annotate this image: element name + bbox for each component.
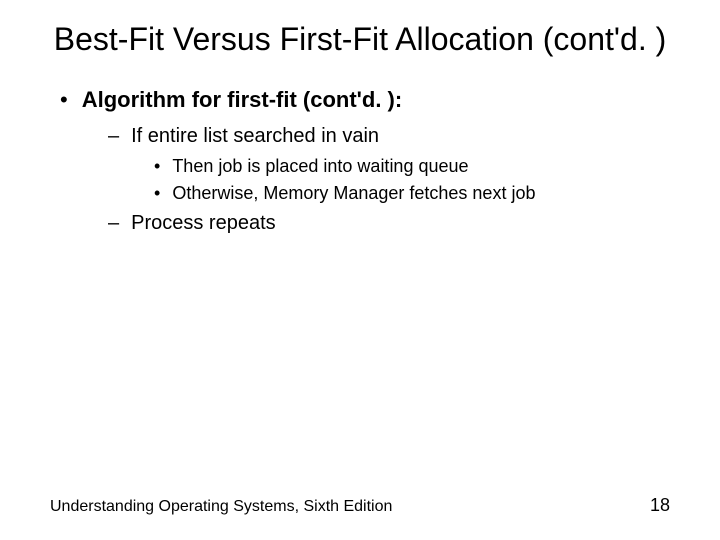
- bullet-marker: •: [154, 182, 160, 205]
- bullet-level3: • Then job is placed into waiting queue: [154, 155, 670, 178]
- bullet-level1: • Algorithm for first-fit (cont'd. ):: [60, 86, 670, 115]
- bullet-text: If entire list searched in vain: [131, 123, 379, 149]
- bullet-marker: –: [108, 123, 119, 149]
- slide-title: Best-Fit Versus First-Fit Allocation (co…: [50, 20, 670, 58]
- bullet-level2: – If entire list searched in vain: [108, 123, 670, 149]
- bullet-text: Otherwise, Memory Manager fetches next j…: [172, 182, 535, 205]
- slide: Best-Fit Versus First-Fit Allocation (co…: [0, 0, 720, 540]
- page-number: 18: [650, 495, 670, 516]
- bullet-text: Algorithm for first-fit (cont'd. ):: [82, 86, 403, 115]
- slide-content: • Algorithm for first-fit (cont'd. ): – …: [50, 86, 670, 235]
- bullet-marker: –: [108, 210, 119, 236]
- bullet-marker: •: [154, 155, 160, 178]
- slide-footer: Understanding Operating Systems, Sixth E…: [50, 495, 670, 516]
- bullet-level2: – Process repeats: [108, 210, 670, 236]
- bullet-marker: •: [60, 86, 68, 115]
- footer-text: Understanding Operating Systems, Sixth E…: [50, 498, 392, 516]
- bullet-text: Then job is placed into waiting queue: [172, 155, 468, 178]
- bullet-level3: • Otherwise, Memory Manager fetches next…: [154, 182, 670, 205]
- bullet-text: Process repeats: [131, 210, 276, 236]
